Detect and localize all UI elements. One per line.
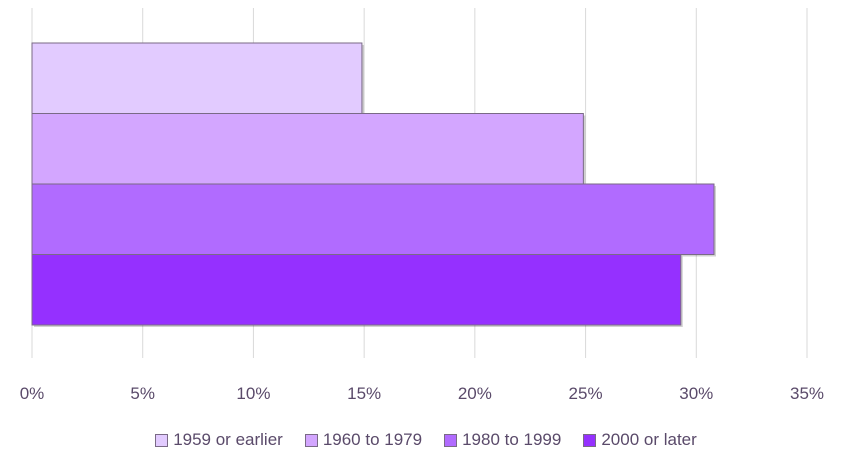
- legend-swatch: [444, 433, 458, 447]
- bar-4: [31, 254, 682, 326]
- legend: 1959 or earlier 1960 to 1979 1980 to 1999 2…: [0, 430, 852, 450]
- bar-3: [31, 183, 715, 255]
- legend-item: 2000 or later: [583, 430, 697, 450]
- legend-item: 1980 to 1999: [444, 430, 561, 450]
- x-tick-label: 10%: [236, 384, 270, 403]
- legend-swatch: [583, 433, 597, 447]
- legend-label: 1959 or earlier: [173, 430, 283, 449]
- legend-label: 2000 or later: [601, 430, 697, 449]
- x-tick-label: 35%: [790, 384, 824, 403]
- x-tick-label: 0%: [20, 384, 45, 403]
- x-tick-label: 5%: [130, 384, 155, 403]
- legend-label: 1960 to 1979: [322, 430, 423, 449]
- x-tick-label: 25%: [569, 384, 603, 403]
- legend-swatch: [304, 433, 318, 447]
- x-tick-label: 20%: [458, 384, 492, 403]
- x-axis-tick-labels: 0% 5% 10% 15% 20% 25% 30% 35%: [20, 384, 824, 403]
- legend-swatch: [155, 433, 169, 447]
- legend-item: 1959 or earlier: [155, 430, 283, 450]
- x-tick-label: 30%: [679, 384, 713, 403]
- legend-label: 1980 to 1999: [462, 430, 562, 449]
- x-tick-label: 15%: [347, 384, 381, 403]
- bars: [31, 42, 716, 327]
- bar-1: [31, 42, 363, 114]
- legend-item: 1960 to 1979: [304, 430, 423, 450]
- bar-2: [31, 113, 584, 185]
